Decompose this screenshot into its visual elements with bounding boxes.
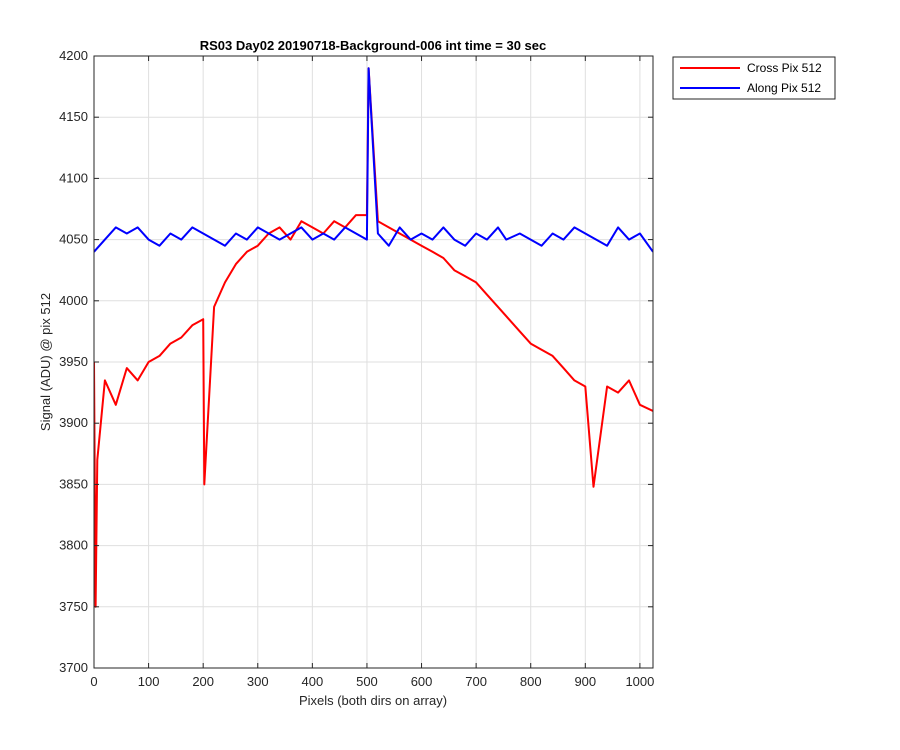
y-tick-label: 4050 bbox=[59, 232, 88, 247]
y-tick-label: 4100 bbox=[59, 170, 88, 185]
series-line-along-pix-512 bbox=[94, 67, 653, 253]
legend-label-along: Along Pix 512 bbox=[747, 81, 821, 95]
series-lines bbox=[94, 67, 653, 608]
x-tick-label: 1000 bbox=[625, 674, 654, 689]
x-axis-label: Pixels (both dirs on array) bbox=[299, 693, 447, 708]
x-tick-label: 100 bbox=[138, 674, 160, 689]
x-tick-label: 500 bbox=[356, 674, 378, 689]
axis-ticks: 0 100 200 300 400 500 600 700 800 900 1000 3700 3750… bbox=[59, 48, 654, 689]
y-tick-label: 3950 bbox=[59, 354, 88, 369]
legend-box bbox=[672, 56, 836, 100]
x-tick-label: 600 bbox=[411, 674, 433, 689]
series-line-cross-pix-512 bbox=[94, 67, 653, 608]
legend-label-cross: Cross Pix 512 bbox=[747, 61, 822, 75]
x-tick-label: 200 bbox=[192, 674, 214, 689]
x-tick-label: 400 bbox=[302, 674, 324, 689]
x-tick-label: 0 bbox=[90, 674, 97, 689]
y-tick-label: 4200 bbox=[59, 48, 88, 63]
y-tick-label: 3900 bbox=[59, 415, 88, 430]
x-tick-label: 700 bbox=[465, 674, 487, 689]
y-tick-label: 3750 bbox=[59, 599, 88, 614]
x-tick-label: 300 bbox=[247, 674, 269, 689]
y-tick-label: 3700 bbox=[59, 660, 88, 675]
y-axis-label: Signal (ADU) @ pix 512 bbox=[38, 293, 53, 431]
y-tick-label: 4150 bbox=[59, 109, 88, 124]
x-tick-label: 900 bbox=[574, 674, 596, 689]
x-tick-label: 800 bbox=[520, 674, 542, 689]
y-tick-label: 3800 bbox=[59, 538, 88, 553]
legend: Cross Pix 512 Along Pix 512 bbox=[672, 56, 836, 100]
chart-title: RS03 Day02 20190718-Background-006 int t… bbox=[200, 38, 547, 53]
y-tick-label: 3850 bbox=[59, 476, 88, 491]
y-tick-label: 4000 bbox=[59, 293, 88, 308]
